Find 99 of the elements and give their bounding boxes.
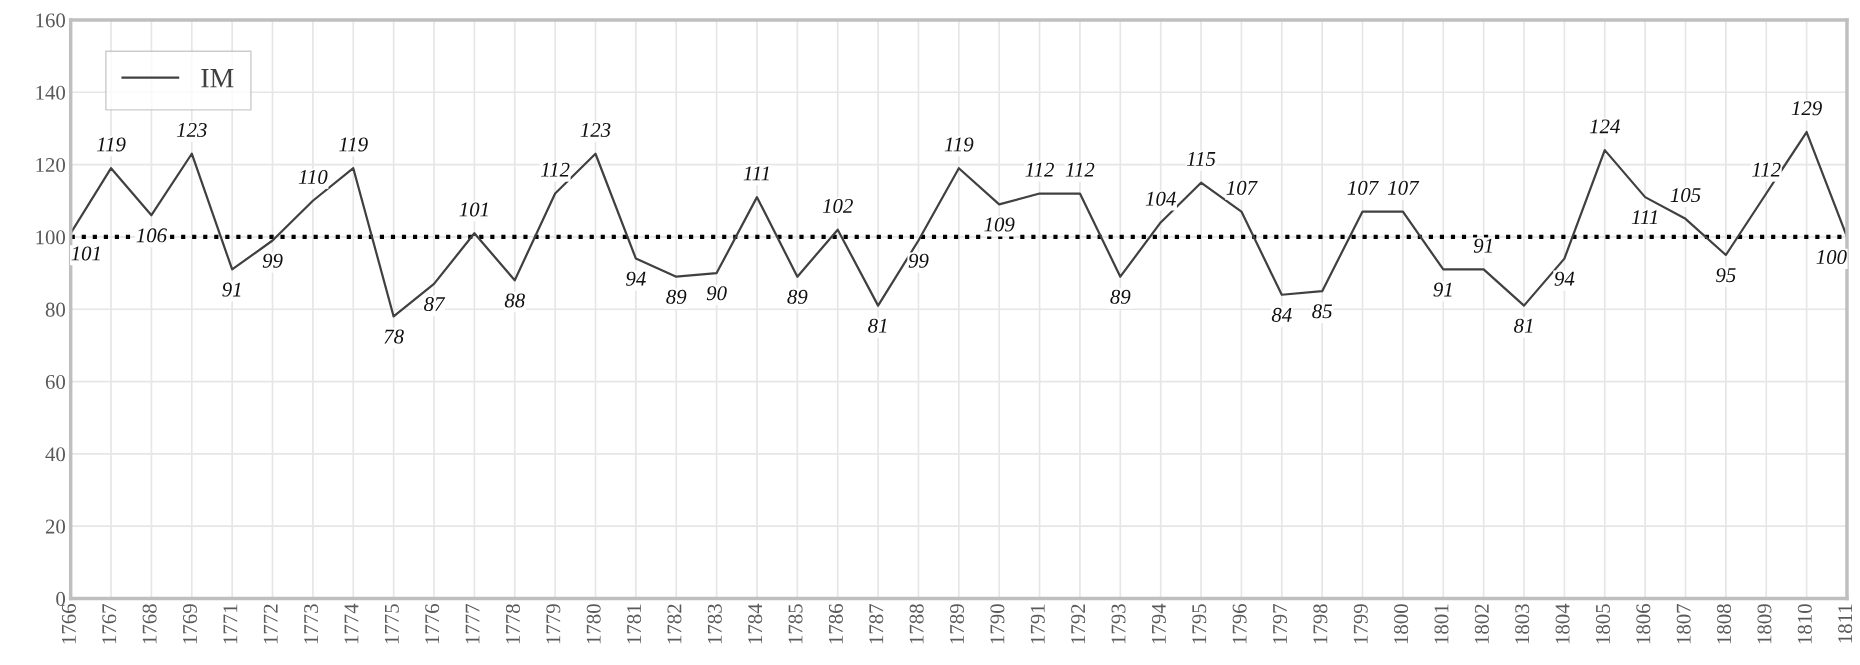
x-tick-label: 1786 [828, 603, 843, 644]
data-label: 94 [1554, 271, 1575, 286]
data-label: 78 [384, 329, 404, 344]
data-label: 104 [1145, 191, 1176, 206]
data-label: 99 [262, 253, 283, 268]
x-tick-label: 1797 [1273, 603, 1288, 644]
data-label: 111 [1631, 210, 1657, 225]
x-tick-label: 1788 [909, 604, 924, 644]
data-label: 111 [743, 166, 769, 181]
x-tick-label: 1796 [1232, 603, 1247, 644]
data-label: 81 [1514, 318, 1533, 333]
data-label: 109 [984, 217, 1015, 232]
x-tick-label: 1784 [748, 603, 763, 644]
data-label: 102 [822, 198, 853, 213]
data-label: 99 [908, 253, 929, 268]
y-tick-label: 20 [45, 519, 66, 534]
data-label: 84 [1271, 307, 1292, 322]
data-label: 89 [787, 289, 808, 304]
data-label: 119 [96, 137, 126, 152]
data-label: 87 [424, 297, 446, 312]
x-tick-label: 1800 [1394, 604, 1409, 644]
data-label: 89 [1110, 289, 1131, 304]
data-label: 124 [1589, 119, 1620, 134]
data-label: 91 [222, 282, 241, 297]
x-tick-label: 1782 [667, 604, 682, 644]
data-label: 112 [1025, 162, 1054, 177]
data-label: 91 [1433, 282, 1452, 297]
legend-label: IM [201, 69, 234, 88]
x-tick-label: 1789 [949, 604, 965, 644]
y-tick-label: 0 [56, 591, 66, 606]
data-label: 95 [1716, 268, 1736, 283]
data-label: 100 [1816, 250, 1847, 265]
x-tick-label: 1767 [102, 603, 117, 644]
y-tick-label: 80 [45, 302, 66, 317]
x-tick-label: 1803 [1515, 604, 1530, 644]
data-label: 112 [541, 162, 570, 177]
data-label: 106 [136, 228, 167, 243]
data-label: 112 [1752, 162, 1781, 177]
y-tick-label: 40 [45, 447, 66, 462]
y-tick-label: 100 [36, 230, 66, 245]
x-tick-label: 1806 [1636, 603, 1651, 644]
x-tick-label: 1809 [1757, 604, 1772, 644]
data-label: 119 [944, 137, 974, 152]
x-tick-label: 1798 [1313, 604, 1328, 644]
data-label: 107 [1347, 180, 1379, 195]
x-tick-label: 1810 [1797, 604, 1812, 644]
data-label: 91 [1473, 238, 1492, 253]
x-tick-label: 1792 [1071, 604, 1086, 644]
data-label: 88 [504, 293, 525, 308]
data-label: 90 [706, 286, 727, 301]
x-tick-label: 1793 [1111, 604, 1126, 644]
x-tick-label: 1771 [223, 604, 238, 644]
data-label: 101 [71, 246, 100, 261]
data-label: 115 [1186, 151, 1216, 166]
x-tick-label: 1787 [869, 603, 884, 644]
x-tick-label: 1772 [263, 604, 278, 644]
x-tick-label: 1775 [384, 604, 399, 644]
x-tick-label: 1801 [1434, 604, 1449, 644]
x-tick-label: 1811 [1838, 604, 1853, 643]
y-tick-label: 120 [36, 157, 66, 173]
x-tick-label: 1805 [1595, 604, 1610, 644]
data-label: 105 [1670, 188, 1701, 203]
x-tick-label: 1780 [586, 604, 601, 644]
x-tick-label: 1769 [183, 604, 198, 644]
x-tick-label: 1795 [1192, 604, 1207, 644]
x-tick-label: 1768 [142, 604, 157, 644]
data-label: 129 [1791, 101, 1822, 116]
x-tick-label: 1791 [1030, 604, 1045, 644]
x-tick-label: 1804 [1555, 603, 1570, 644]
x-tick-label: 1773 [304, 604, 319, 644]
x-tick-label: 1807 [1676, 603, 1691, 644]
x-tick-label: 1802 [1474, 604, 1489, 644]
x-tick-label: 1808 [1717, 604, 1732, 644]
y-tick-label: 160 [36, 13, 66, 28]
x-tick-label: 1783 [707, 604, 722, 644]
data-label: 119 [339, 137, 368, 152]
y-tick-label: 140 [36, 85, 66, 100]
y-tick-label: 60 [45, 374, 66, 389]
data-label: 94 [626, 271, 646, 286]
data-label: 89 [666, 289, 687, 304]
x-tick-label: 1778 [505, 604, 520, 644]
x-tick-label: 1799 [1353, 604, 1368, 644]
data-label: 110 [298, 169, 328, 185]
data-label: 107 [1388, 180, 1420, 195]
x-tick-label: 1790 [990, 604, 1005, 644]
data-label: 81 [868, 318, 887, 333]
data-label: 85 [1312, 304, 1332, 319]
x-tick-label: 1781 [627, 604, 642, 644]
x-tick-label: 1774 [344, 603, 359, 644]
data-label: 112 [1065, 162, 1095, 177]
x-tick-label: 1777 [465, 603, 480, 644]
x-tick-label: 1794 [1151, 603, 1166, 644]
x-tick-label: 1776 [425, 603, 440, 644]
data-label: 123 [176, 123, 207, 138]
x-tick-label: 1779 [546, 604, 561, 644]
data-label: 101 [459, 202, 488, 217]
data-label: 107 [1226, 180, 1258, 195]
x-tick-label: 1785 [788, 604, 803, 644]
data-label: 123 [580, 123, 611, 138]
